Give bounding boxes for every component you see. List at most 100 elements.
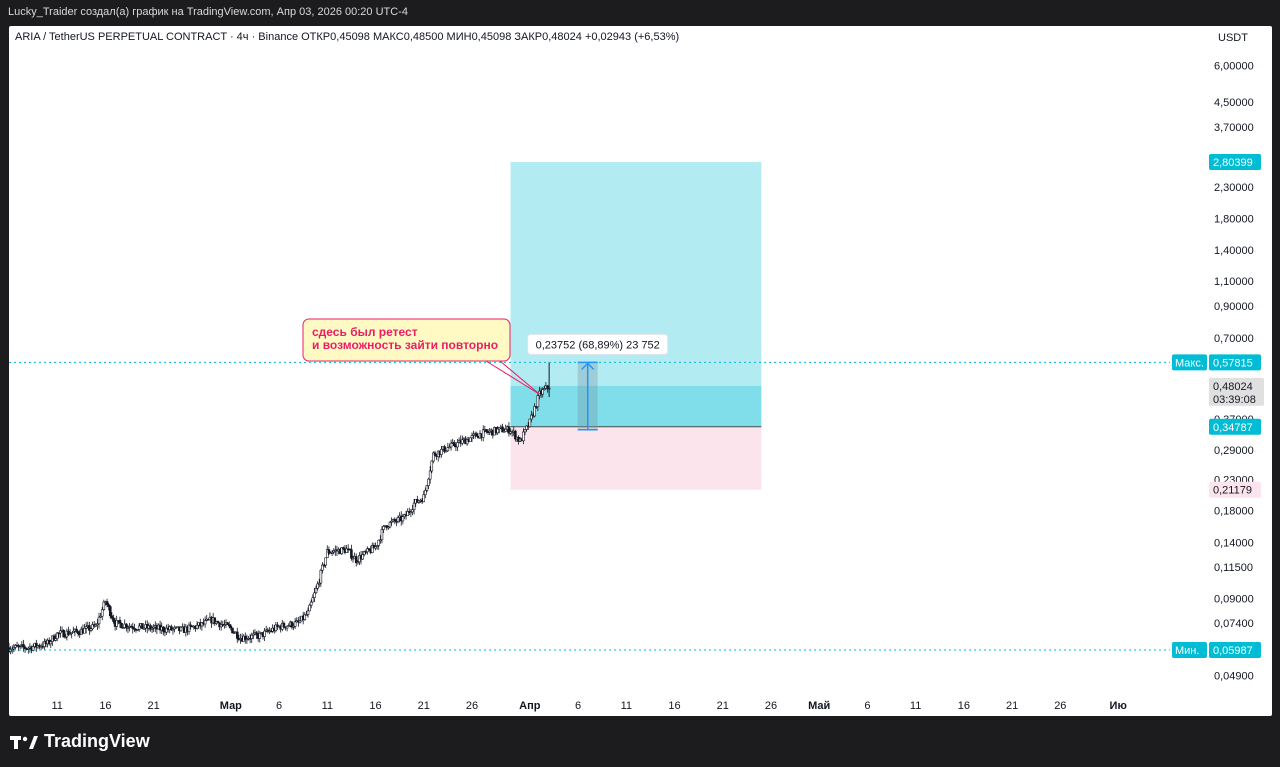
candle-body [97,616,101,625]
candle-body [375,545,379,547]
candle-body [118,619,122,624]
candle-body [361,554,364,560]
candle-body [316,583,319,589]
time-axis-tick-label: 16 [99,700,111,712]
session-high-price-tag-box [1209,354,1261,371]
candle-body [448,446,451,449]
stop-price-tag: 0,21179 [1213,485,1252,497]
time-axis-tick-label: 6 [276,700,282,712]
symbol-legend: ARIA / TetherUS PERPETUAL CONTRACT · 4ч … [15,31,679,43]
candle-body [250,634,254,639]
long-position-profit-zone[interactable] [510,162,762,427]
candle-body [226,622,229,625]
candle-body [88,625,91,631]
symbol-legend-part: 0,45098 [330,31,373,43]
annotation-callout[interactable] [302,318,511,362]
candle-body [488,430,491,433]
annotation-text-line: сдесь был ретест [312,325,418,339]
candle-body [425,485,429,491]
candle-body [314,587,318,594]
candle-body [165,627,168,633]
candle-body [213,617,217,624]
candle-body [244,635,247,640]
session-low-side-tag-box [1172,642,1207,659]
candle-body [388,521,392,528]
candle-body [59,630,62,634]
time-axis-tick-label: Май [808,700,830,712]
long-position-stop-zone[interactable] [510,426,762,490]
candle-body [393,519,397,522]
price-axis-tick-label: 6,00000 [1214,61,1254,73]
candle-body [401,516,405,522]
candle-body [351,557,355,560]
long-position-active-zone [510,385,762,427]
candle-body [433,452,437,456]
candle-body [187,624,191,633]
candle-body [91,624,94,630]
current-price-tag: 0,48024 [1213,381,1253,393]
time-axis-tick-label: 16 [369,700,381,712]
candle-body [223,624,226,626]
session-high-price-tag: 0,57815 [1213,357,1253,369]
candle-body [522,431,525,442]
candle-body [380,529,384,541]
candle-body [424,490,427,496]
candle-body [162,626,165,632]
candle-body [440,448,443,455]
candle-body [62,630,65,638]
candle-body [23,646,27,649]
candle-body [409,511,413,514]
candle-body [67,630,70,636]
session-low-price-tag-box [1209,642,1261,659]
candle-body [179,626,183,632]
symbol-legend-part: ЗАКР [514,31,542,43]
symbol-legend-part: МИН [447,31,472,43]
candle-body [470,435,474,439]
candle-body [446,447,450,452]
candle-body [306,610,310,615]
candle-body [444,450,448,453]
candle-body [528,418,532,427]
tradingview-logo: TradingView [10,731,150,752]
candle-body [137,625,141,630]
current-price-tag-box [1209,377,1264,406]
candle-body [89,628,93,631]
price-axis-tick-label: 0,14000 [1214,537,1254,549]
candle-body [100,609,104,617]
candle-body [252,633,255,636]
price-axis-tick-label: 1,40000 [1214,245,1254,257]
candle-body [227,624,231,627]
candle-body [362,551,366,555]
candle-body [514,430,517,440]
candle-body [430,460,434,472]
candle-body [456,442,459,448]
candle-body [469,437,472,442]
price-axis-tick-label: 0,70000 [1214,333,1254,345]
annotation-pointer [499,360,540,395]
candle-body [332,550,336,553]
candle-body [427,478,430,486]
candle-body [231,627,234,634]
candle-body [298,620,302,623]
candle-body [502,430,506,433]
candle-body [374,546,377,549]
candle-body [321,564,324,571]
candle-body [406,511,409,517]
candle-body [22,644,25,648]
price-range-measure-label: 0,23752 (68,89%) 23 752 [536,339,660,351]
candle-body [12,647,16,650]
candle-body [501,426,504,433]
price-axis-tick-label: 0,90000 [1214,301,1254,313]
candle-body [136,629,139,631]
annotation-pointer [485,360,540,395]
candle-body [308,604,311,612]
candle-body [311,597,315,603]
time-axis-tick-label: 11 [621,700,632,712]
candle-body [120,622,123,629]
candle-body [150,627,154,630]
symbol-legend-part: МАКС [373,31,404,43]
price-axis-unit: USDT [1218,32,1248,44]
candle-body [121,627,125,629]
candle-body [367,548,371,551]
